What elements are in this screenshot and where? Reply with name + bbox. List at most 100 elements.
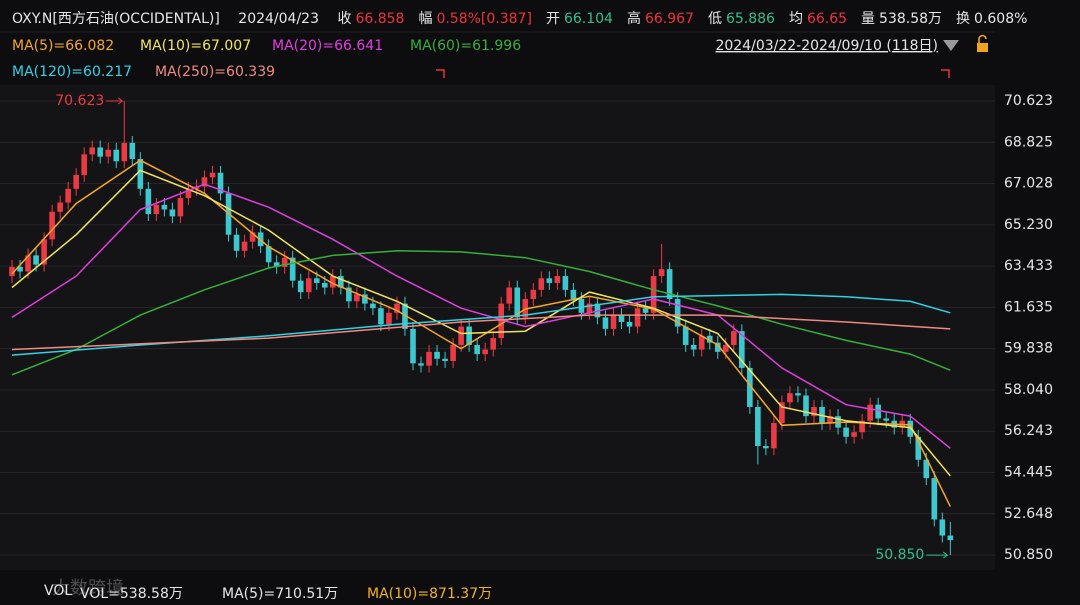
candle-body [827, 416, 833, 424]
candle-body [779, 402, 785, 424]
candle-body [265, 246, 272, 263]
candle-body [714, 342, 721, 352]
candle-body [9, 266, 15, 277]
legend-entry: MA(120)=60.217 [12, 64, 132, 80]
volume-label: MA(10)=871.37万 [367, 586, 493, 602]
candle-body [851, 432, 857, 437]
candle-body [947, 535, 954, 541]
candle-body [666, 269, 673, 300]
field-label: 开 [545, 11, 560, 27]
field-value: 66.104 [563, 11, 613, 27]
candle-body [25, 255, 31, 272]
candle-body [546, 278, 553, 283]
y-tick-label: 58.040 [1004, 382, 1053, 398]
chart: 2024/03/22-2024/09/10 (118日) 70.623 68.82… [0, 31, 1053, 570]
candle-body [474, 344, 480, 355]
candle-body [875, 404, 881, 419]
candle-body [378, 308, 384, 325]
candle-body [506, 287, 513, 304]
candle-body [33, 255, 39, 265]
candle-body [482, 349, 488, 355]
candle-body [490, 338, 496, 350]
legend-entry: MA(60)=61.996 [410, 38, 521, 54]
candle-body [121, 142, 128, 162]
candle-body [137, 158, 144, 189]
candle-body [201, 177, 208, 187]
candle-body [105, 149, 112, 157]
candle-body [458, 326, 464, 345]
field-label: 高 [626, 11, 641, 27]
candle-body [273, 262, 280, 267]
candle-body [498, 303, 505, 339]
candle-body [305, 278, 312, 293]
max-arrowhead [117, 97, 124, 105]
candle-body [522, 299, 529, 318]
ma-line [11, 314, 951, 351]
candle-body [642, 308, 649, 313]
candle-body [177, 197, 184, 217]
y-tick-label: 56.243 [1004, 423, 1053, 439]
field-value: 66.65 [806, 11, 848, 27]
candle-body [763, 445, 769, 449]
candle-body [442, 358, 448, 362]
candle-body [426, 351, 432, 366]
candle-body [562, 276, 569, 290]
range-dropdown[interactable] [943, 40, 959, 51]
candle-body [803, 395, 809, 417]
max-label: 70.623 [55, 93, 104, 109]
volume-label: VOL [44, 583, 73, 599]
candle-body [113, 149, 120, 162]
symbol: OXY.N[西方石油(OCCIDENTAL)] [12, 11, 220, 27]
y-tick-label: 61.635 [1004, 299, 1053, 315]
candle-body [626, 321, 633, 327]
candle-body [450, 344, 456, 362]
candle-body [330, 276, 336, 288]
candle-body [402, 303, 408, 329]
candle-body [281, 257, 288, 267]
lock-icon[interactable] [977, 34, 988, 53]
candle-body [362, 294, 368, 304]
candle-body [755, 406, 761, 446]
candle-body [41, 239, 47, 265]
candle-body [747, 367, 753, 407]
field-value: 66.967 [644, 11, 694, 27]
candle-body [321, 282, 328, 288]
candle-body [241, 241, 248, 251]
candle-body [674, 299, 681, 327]
y-tick-label: 54.445 [1004, 465, 1053, 481]
candle-body [698, 335, 705, 350]
ma-line [11, 250, 951, 376]
candle-body [690, 344, 697, 350]
candle-body [602, 317, 609, 329]
candle-body [931, 478, 938, 520]
candle-body [338, 276, 344, 288]
candle-body [843, 427, 849, 437]
volume-footer: VOL VOL=538.58万 MA(5)=710.51万 MA(10)=871.37… [0, 578, 1080, 605]
candle-body [81, 154, 87, 176]
volume-label: VOL=538.58万 [80, 586, 183, 602]
candle-body [530, 289, 537, 300]
field-value: 65.886 [725, 11, 775, 27]
candle-body [923, 459, 930, 479]
candle-body [658, 269, 665, 277]
ma-line [11, 159, 951, 507]
candle-body [209, 172, 216, 178]
candle-body [153, 204, 160, 215]
y-tick-label: 70.623 [1004, 93, 1053, 109]
watermark: 大数跨境 [52, 578, 124, 599]
candle-body [249, 232, 256, 242]
candle-body [354, 294, 360, 302]
candle-body [57, 202, 63, 212]
candle-body [434, 351, 440, 359]
candle-body [161, 204, 168, 210]
date-range[interactable]: 2024/03/22-2024/09/10 (118日) [715, 38, 938, 54]
y-tick-label: 52.648 [1004, 506, 1053, 522]
candle-body [811, 406, 817, 417]
date: 2024/04/23 [238, 11, 319, 27]
candle-body [787, 393, 793, 403]
candle-body [883, 418, 889, 421]
candle-body [97, 147, 104, 157]
candle-body [346, 287, 352, 302]
plot-background [0, 85, 995, 570]
candle-body [89, 147, 95, 155]
